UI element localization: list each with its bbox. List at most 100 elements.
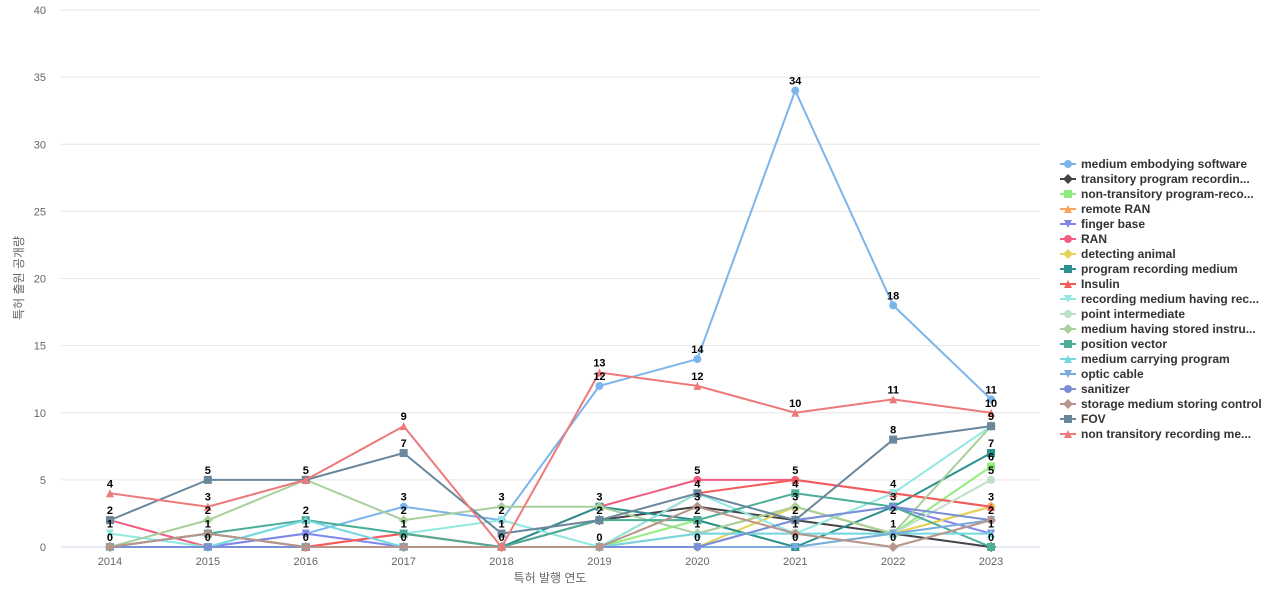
x-tick-label-2015: 2015 bbox=[196, 556, 220, 568]
data-label-2020-12: 12 bbox=[691, 371, 703, 383]
legend-marker-10 bbox=[1064, 310, 1072, 318]
data-label-2021-1: 1 bbox=[792, 519, 798, 531]
legend-marker-8 bbox=[1064, 280, 1072, 288]
legend-item-1[interactable]: transitory program recordin... bbox=[1060, 172, 1250, 186]
y-tick-label-10: 10 bbox=[34, 408, 46, 420]
legend-marker-16 bbox=[1063, 399, 1073, 409]
data-label-2023-3: 3 bbox=[988, 492, 994, 504]
data-point-11-2019 bbox=[594, 501, 605, 512]
data-point-18-2019 bbox=[595, 368, 604, 377]
legend-item-16[interactable]: storage medium storing control bbox=[1060, 397, 1262, 411]
legend-item-5[interactable]: RAN bbox=[1060, 232, 1107, 246]
legend-item-14[interactable]: optic cable bbox=[1060, 367, 1144, 381]
data-point-4-2016 bbox=[301, 529, 310, 538]
series-5 bbox=[105, 475, 996, 551]
data-label-2023-11: 11 bbox=[985, 384, 997, 396]
data-label-2023-2: 2 bbox=[988, 505, 994, 517]
legend-item-8[interactable]: Insulin bbox=[1060, 277, 1120, 291]
data-point-0-2020 bbox=[693, 355, 702, 364]
data-label-2021-3: 3 bbox=[792, 492, 798, 504]
series-11 bbox=[104, 421, 997, 552]
data-point-9-2022 bbox=[889, 489, 898, 498]
legend-label-6: detecting animal bbox=[1081, 247, 1176, 261]
legend-label-10: point intermediate bbox=[1081, 307, 1185, 321]
legend-marker-6 bbox=[1063, 249, 1073, 259]
legend-item-10[interactable]: point intermediate bbox=[1060, 307, 1185, 321]
legend-item-6[interactable]: detecting animal bbox=[1060, 247, 1176, 261]
series-line-0 bbox=[109, 89, 992, 548]
series-line-16 bbox=[109, 505, 992, 548]
data-point-18-2021 bbox=[791, 408, 800, 417]
legend-marker-2 bbox=[1064, 190, 1072, 198]
legend-marker-1 bbox=[1063, 174, 1073, 184]
legend-item-18[interactable]: non transitory recording me... bbox=[1060, 427, 1251, 441]
legend-label-16: storage medium storing control bbox=[1081, 397, 1262, 411]
x-tick-label-2019: 2019 bbox=[587, 556, 611, 568]
legend-item-17[interactable]: FOV bbox=[1060, 412, 1106, 426]
data-point-11-2018 bbox=[496, 501, 507, 512]
data-point-9-2018 bbox=[497, 516, 506, 525]
series-10 bbox=[105, 475, 996, 551]
data-point-11-2015 bbox=[202, 515, 213, 526]
data-point-0-2019 bbox=[595, 381, 604, 390]
x-tick-label-2014: 2014 bbox=[98, 556, 122, 568]
data-point-17-2023 bbox=[987, 422, 996, 431]
data-label-2017-3: 3 bbox=[401, 492, 407, 504]
legend-marker-12 bbox=[1064, 340, 1072, 348]
data-label-2020-3: 3 bbox=[694, 492, 700, 504]
data-point-0-2017 bbox=[399, 502, 408, 511]
data-point-17-2019 bbox=[595, 516, 604, 525]
legend-item-13[interactable]: medium carrying program bbox=[1060, 352, 1230, 366]
legend-item-7[interactable]: program recording medium bbox=[1060, 262, 1238, 276]
data-label-2023-6: 6 bbox=[988, 451, 994, 463]
data-point-16-2014 bbox=[104, 542, 115, 552]
data-point-11-2021 bbox=[790, 501, 801, 512]
y-tick-label-15: 15 bbox=[34, 341, 46, 353]
y-tick-label-40: 40 bbox=[34, 5, 46, 17]
y-tick-label-35: 35 bbox=[34, 72, 46, 84]
data-point-12-2023 bbox=[987, 543, 996, 551]
legend-item-2[interactable]: non-transitory program-reco... bbox=[1060, 187, 1254, 201]
data-label-2023-5: 5 bbox=[988, 465, 994, 477]
x-tick-label-2018: 2018 bbox=[489, 556, 513, 568]
legend-item-11[interactable]: medium having stored instru... bbox=[1060, 322, 1256, 336]
data-label-2014-0: 0 bbox=[107, 532, 113, 544]
legend-label-14: optic cable bbox=[1081, 367, 1144, 381]
y-tick-label-30: 30 bbox=[34, 139, 46, 151]
data-point-7-2023 bbox=[987, 449, 996, 458]
data-point-12-2020 bbox=[693, 516, 702, 525]
data-point-11-2017 bbox=[398, 515, 409, 526]
data-label-2022-4: 4 bbox=[890, 478, 897, 490]
data-point-17-2015 bbox=[203, 475, 212, 484]
y-tick-label-5: 5 bbox=[40, 475, 46, 487]
legend-label-0: medium embodying software bbox=[1081, 157, 1247, 171]
legend-item-12[interactable]: position vector bbox=[1060, 337, 1167, 351]
data-label-2019-12: 12 bbox=[593, 371, 605, 383]
data-point-16-2020 bbox=[692, 501, 703, 512]
legend-item-0[interactable]: medium embodying software bbox=[1060, 157, 1247, 171]
series-line-11 bbox=[109, 425, 992, 548]
legend-label-2: non-transitory program-reco... bbox=[1081, 187, 1254, 201]
legend-marker-11 bbox=[1063, 324, 1073, 334]
data-point-18-2015 bbox=[203, 502, 212, 511]
data-point-16-2023 bbox=[986, 515, 997, 526]
data-label-2014-2: 2 bbox=[107, 505, 113, 517]
legend-label-11: medium having stored instru... bbox=[1081, 322, 1256, 336]
x-tick-label-2022: 2022 bbox=[881, 556, 905, 568]
legend-item-4[interactable]: finger base bbox=[1060, 217, 1145, 231]
data-point-18-2020 bbox=[693, 381, 702, 390]
legend-label-13: medium carrying program bbox=[1081, 352, 1230, 366]
series-8 bbox=[105, 475, 996, 551]
data-point-9-2014 bbox=[105, 529, 114, 538]
legend-marker-15 bbox=[1064, 385, 1072, 393]
data-label-2019-2: 2 bbox=[596, 505, 602, 517]
data-point-17-2021 bbox=[791, 516, 800, 525]
legend-item-3[interactable]: remote RAN bbox=[1060, 202, 1150, 216]
legend-item-15[interactable]: sanitizer bbox=[1060, 382, 1130, 396]
legend-marker-3 bbox=[1064, 205, 1072, 213]
legend-item-9[interactable]: recording medium having rec... bbox=[1060, 292, 1259, 306]
legend-label-7: program recording medium bbox=[1081, 262, 1238, 276]
data-point-0-2023 bbox=[987, 395, 996, 404]
